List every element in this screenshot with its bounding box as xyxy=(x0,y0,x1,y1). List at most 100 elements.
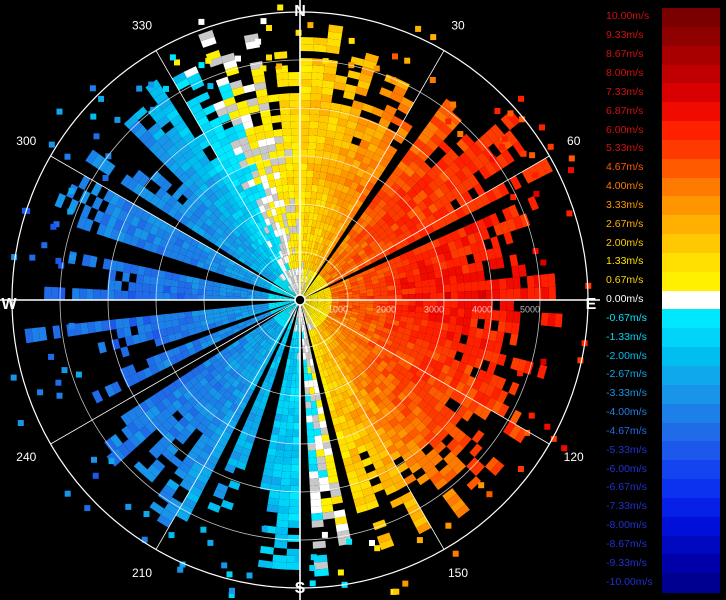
velocity-bin xyxy=(335,160,345,170)
velocity-bin xyxy=(441,243,451,254)
velocity-bin xyxy=(243,441,254,451)
velocity-bin xyxy=(320,427,329,436)
velocity-bin xyxy=(444,409,457,422)
velocity-bin xyxy=(189,485,203,497)
legend-color-swatch xyxy=(662,573,720,593)
velocity-bin xyxy=(231,370,241,380)
velocity-bin xyxy=(121,425,134,440)
velocity-bin xyxy=(355,226,364,235)
velocity-bin xyxy=(107,279,115,291)
velocity-bin xyxy=(413,138,426,150)
velocity-bin xyxy=(144,190,156,203)
velocity-bin xyxy=(223,96,236,107)
isolated-velocity-bin xyxy=(10,374,17,381)
velocity-bin xyxy=(352,290,360,295)
velocity-bin xyxy=(320,339,327,348)
velocity-bin xyxy=(237,346,245,355)
velocity-bin xyxy=(276,442,285,451)
velocity-bin xyxy=(433,187,445,199)
velocity-bin xyxy=(297,275,300,283)
velocity-bin xyxy=(263,226,270,235)
velocity-bin xyxy=(175,155,188,167)
velocity-bin xyxy=(116,328,125,339)
legend-color-swatch xyxy=(662,554,720,574)
velocity-bin xyxy=(301,310,303,318)
velocity-bin xyxy=(383,322,392,330)
velocity-bin xyxy=(324,293,332,297)
velocity-bin xyxy=(333,227,341,236)
legend-label: -8.67m/s xyxy=(606,537,647,550)
velocity-bin xyxy=(202,245,212,254)
velocity-bin xyxy=(240,447,252,457)
velocity-bin xyxy=(221,159,232,170)
velocity-bin xyxy=(301,261,305,269)
velocity-bin xyxy=(354,336,363,344)
velocity-bin xyxy=(331,341,338,349)
velocity-bin xyxy=(484,384,496,398)
velocity-bin xyxy=(337,118,349,128)
velocity-bin xyxy=(133,461,148,475)
velocity-bin xyxy=(509,175,522,191)
velocity-bin xyxy=(86,288,94,300)
velocity-bin xyxy=(361,486,375,497)
velocity-bin xyxy=(323,254,329,262)
velocity-bin xyxy=(280,206,287,214)
velocity-bin xyxy=(203,461,216,472)
velocity-bin xyxy=(510,357,521,371)
velocity-bin xyxy=(348,319,356,325)
velocity-bin xyxy=(279,107,291,115)
velocity-bin xyxy=(196,166,208,178)
velocity-bin xyxy=(269,288,277,293)
velocity-bin xyxy=(338,271,346,277)
velocity-bin xyxy=(347,362,356,372)
velocity-bin xyxy=(93,289,101,300)
velocity-bin xyxy=(495,376,507,390)
velocity-bin xyxy=(307,287,314,293)
velocity-bin xyxy=(237,245,245,254)
velocity-bin xyxy=(377,218,387,228)
velocity-bin xyxy=(237,321,246,328)
velocity-bin xyxy=(171,273,180,281)
velocity-bin xyxy=(251,318,259,325)
velocity-bin xyxy=(320,101,332,110)
isolated-velocity-bin xyxy=(61,367,68,374)
velocity-bin xyxy=(306,338,310,346)
velocity-bin xyxy=(312,177,320,186)
velocity-bin xyxy=(363,317,372,323)
velocity-bin xyxy=(256,370,264,379)
velocity-bin xyxy=(171,189,183,201)
velocity-bin xyxy=(214,240,224,249)
velocity-bin xyxy=(310,93,322,102)
velocity-bin xyxy=(447,367,458,379)
velocity-bin xyxy=(265,137,276,146)
velocity-bin xyxy=(512,276,521,289)
velocity-bin xyxy=(337,268,345,275)
velocity-bin xyxy=(309,314,315,321)
velocity-bin xyxy=(94,320,103,333)
velocity-bin xyxy=(322,511,335,520)
velocity-bin xyxy=(338,306,346,310)
velocity-bin xyxy=(264,130,275,139)
legend-color-swatch xyxy=(662,516,720,536)
velocity-bin xyxy=(373,386,383,396)
velocity-bin xyxy=(450,186,462,199)
velocity-bin xyxy=(238,454,249,464)
velocity-bin xyxy=(539,158,553,175)
velocity-bin xyxy=(422,392,434,404)
velocity-bin xyxy=(307,345,311,353)
velocity-bin xyxy=(231,241,240,249)
velocity-bin xyxy=(261,291,269,295)
velocity-bin xyxy=(140,210,151,222)
velocity-bin xyxy=(261,293,269,297)
velocity-bin xyxy=(282,264,287,272)
velocity-bin xyxy=(277,267,283,275)
velocity-bin xyxy=(346,237,355,245)
velocity-bin xyxy=(303,295,311,299)
velocity-bin xyxy=(429,306,437,315)
velocity-bin xyxy=(198,336,207,345)
velocity-bin xyxy=(160,408,173,420)
velocity-bin xyxy=(306,308,312,315)
velocity-bin xyxy=(310,297,318,299)
legend-label: -4.67m/s xyxy=(606,424,647,437)
